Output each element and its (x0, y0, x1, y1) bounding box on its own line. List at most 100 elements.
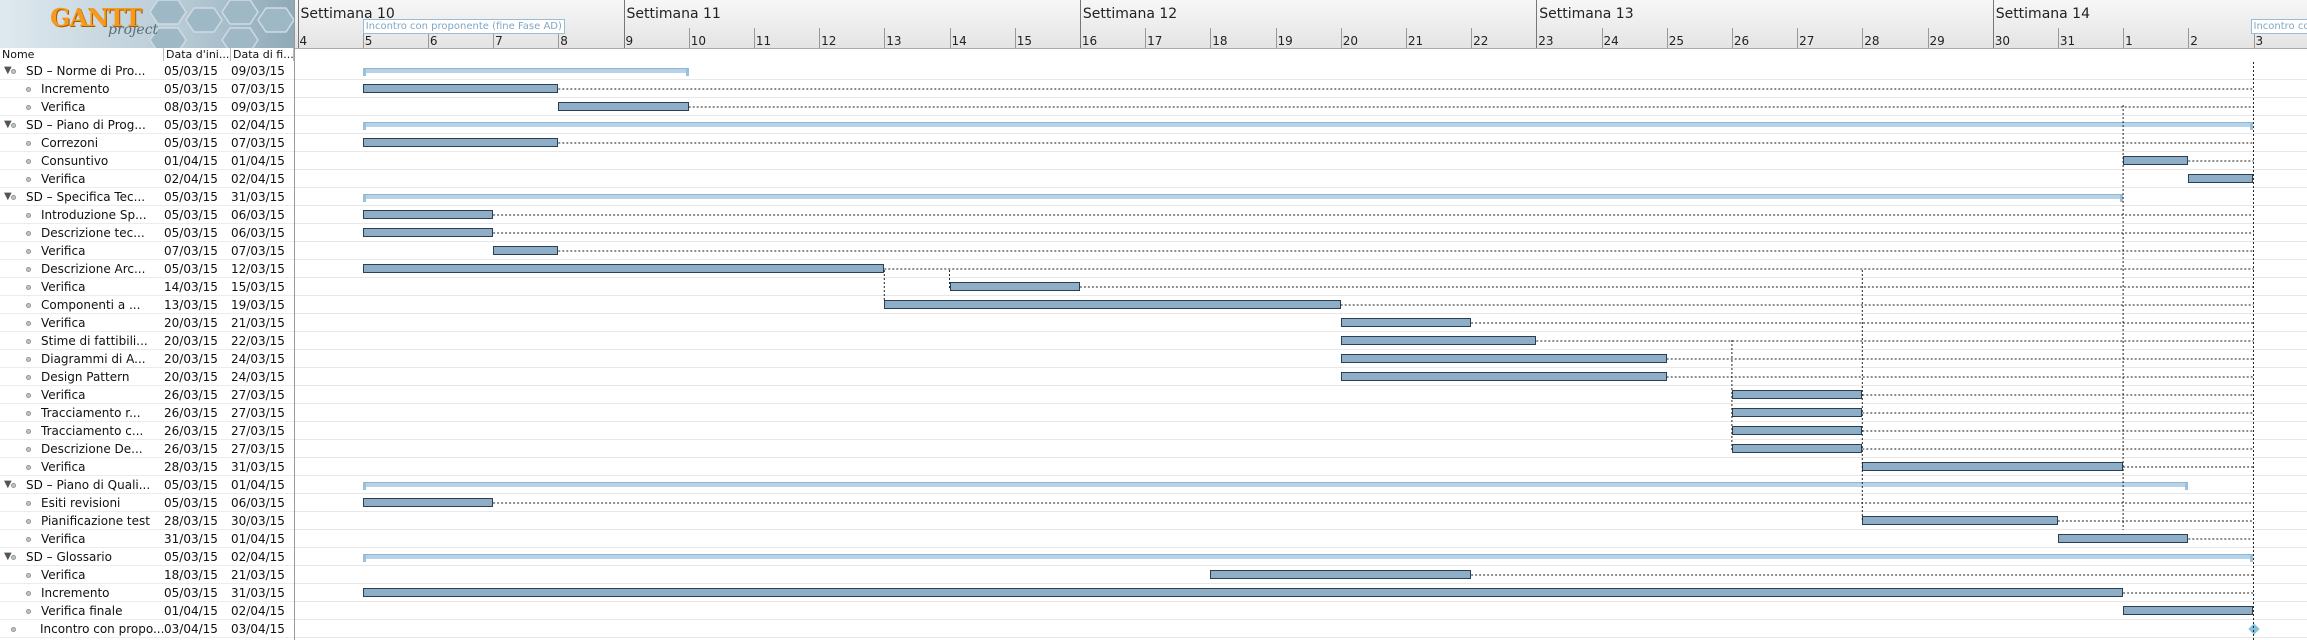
row-gridline (295, 277, 2307, 278)
task-bar[interactable] (1340, 354, 1667, 363)
task-row[interactable]: Pianificazione test 28/03/15 30/03/15 (0, 512, 294, 530)
summary-bar[interactable] (362, 194, 2124, 202)
task-bar[interactable] (362, 84, 559, 93)
task-row[interactable]: Stime di fattibili... 20/03/15 22/03/15 (0, 332, 294, 350)
task-bar[interactable] (2188, 174, 2254, 183)
expand-triangle-icon[interactable]: ▼ (4, 65, 12, 76)
task-start-date: 05/03/15 (164, 190, 218, 204)
task-name: Verifica (41, 280, 86, 294)
task-row[interactable]: Verifica 31/03/15 01/04/15 (0, 530, 294, 548)
summary-bar[interactable] (362, 68, 689, 76)
task-row[interactable]: Verifica 07/03/15 07/03/15 (0, 242, 294, 260)
task-name: Descrizione tec... (41, 226, 145, 240)
task-row[interactable]: Descrizione tec... 05/03/15 06/03/15 (0, 224, 294, 242)
task-group-row[interactable]: ▼ SD – Glossario 05/03/15 02/04/15 (0, 548, 294, 566)
task-bar[interactable] (1340, 336, 1537, 345)
task-bar[interactable] (362, 228, 494, 237)
task-bar[interactable] (949, 282, 1080, 291)
task-group-row[interactable]: ▼ SD – Piano di Quali... 05/03/15 01/04/15 (0, 476, 294, 494)
row-gridline (295, 367, 2307, 368)
task-bar[interactable] (1340, 318, 1472, 327)
week-label: Settimana 10 (300, 6, 395, 22)
summary-bar[interactable] (362, 554, 2254, 562)
task-end-date: 27/03/15 (231, 406, 285, 420)
task-row[interactable]: Incontro con propo... 03/04/15 03/04/15 (0, 620, 294, 638)
task-dot-icon (26, 105, 31, 110)
task-group-row[interactable]: ▼ SD – Specifica Tec... 05/03/15 31/03/15 (0, 188, 294, 206)
task-bar[interactable] (2123, 606, 2254, 615)
task-row[interactable]: Verifica 14/03/15 15/03/15 (0, 278, 294, 296)
task-bar[interactable] (884, 300, 1341, 309)
task-start-date: 05/03/15 (164, 208, 218, 222)
day-label: 16 (1081, 34, 1098, 48)
task-row[interactable]: Consuntivo 01/04/15 01/04/15 (0, 152, 294, 170)
column-header-name[interactable]: Nome (0, 48, 164, 61)
task-end-date: 02/04/15 (231, 118, 285, 132)
task-bar[interactable] (362, 264, 885, 273)
task-row[interactable]: Verifica 28/03/15 31/03/15 (0, 458, 294, 476)
task-row[interactable]: Componenti a ... 13/03/15 19/03/15 (0, 296, 294, 314)
task-row[interactable]: Incremento 05/03/15 07/03/15 (0, 80, 294, 98)
summary-bar[interactable] (362, 482, 2189, 490)
row-gridline (295, 295, 2307, 296)
task-bar[interactable] (2057, 534, 2189, 543)
task-row[interactable]: Verifica 26/03/15 27/03/15 (0, 386, 294, 404)
task-start-date: 26/03/15 (164, 388, 218, 402)
task-bar[interactable] (362, 498, 494, 507)
task-row[interactable]: Verifica 08/03/15 09/03/15 (0, 98, 294, 116)
task-group-row[interactable]: ▼ SD – Norme di Pro... 05/03/15 09/03/15 (0, 62, 294, 80)
task-group-row[interactable]: ▼ SD – Piano di Prog... 05/03/15 02/04/15 (0, 116, 294, 134)
task-bar[interactable] (2123, 156, 2189, 165)
task-name: Descrizione De... (41, 442, 143, 456)
column-header-start[interactable]: Data d'ini... (164, 48, 231, 61)
task-row[interactable]: Descrizione Arc... 05/03/15 12/03/15 (0, 260, 294, 278)
task-start-date: 18/03/15 (164, 568, 218, 582)
task-end-date: 21/03/15 (231, 316, 285, 330)
task-bar[interactable] (362, 138, 559, 147)
task-bar[interactable] (493, 246, 559, 255)
task-start-date: 05/03/15 (164, 64, 218, 78)
task-bar[interactable] (1731, 390, 1863, 399)
expand-triangle-icon[interactable]: ▼ (4, 191, 12, 202)
task-bar[interactable] (1862, 516, 2058, 525)
expand-triangle-icon[interactable]: ▼ (4, 479, 12, 490)
task-row[interactable]: Esiti revisioni 05/03/15 06/03/15 (0, 494, 294, 512)
day-label: 24 (1603, 34, 1619, 48)
task-row[interactable]: Tracciamento r... 26/03/15 27/03/15 (0, 404, 294, 422)
gantt-chart[interactable]: 4 5 6 7 8 9 10 11 12 13 14 15 16 17 18 19 20 21 22 23 24 25 26… (294, 0, 2307, 640)
day-label: 1 (2125, 34, 2133, 48)
task-row[interactable]: Tracciamento c... 26/03/15 27/03/15 (0, 422, 294, 440)
row-gridline (295, 403, 2307, 404)
task-bar[interactable] (362, 588, 2124, 597)
task-row[interactable]: Verifica 18/03/15 21/03/15 (0, 566, 294, 584)
expand-triangle-icon[interactable]: ▼ (4, 551, 12, 562)
task-end-date: 06/03/15 (231, 496, 285, 510)
task-bar[interactable] (362, 210, 494, 219)
task-row[interactable]: Design Pattern 20/03/15 24/03/15 (0, 368, 294, 386)
milestone-label[interactable]: Incontro con (2250, 19, 2307, 34)
task-bar[interactable] (1340, 372, 1667, 381)
task-start-date: 28/03/15 (164, 514, 218, 528)
milestone-label[interactable]: Incontro con proponente (fine Fase AD) (362, 19, 565, 34)
day-tick (1014, 28, 1016, 48)
task-row[interactable]: Incremento 05/03/15 31/03/15 (0, 584, 294, 602)
task-row[interactable]: Correzoni 05/03/15 07/03/15 (0, 134, 294, 152)
task-row[interactable]: Verifica 02/04/15 02/04/15 (0, 170, 294, 188)
task-end-date: 24/03/15 (231, 370, 285, 384)
task-bar[interactable] (558, 102, 689, 111)
task-bar[interactable] (1731, 426, 1863, 435)
day-label: 14 (951, 34, 967, 48)
expand-triangle-icon[interactable]: ▼ (4, 119, 12, 130)
task-row[interactable]: Descrizione De... 26/03/15 27/03/15 (0, 440, 294, 458)
task-row[interactable]: Verifica 20/03/15 21/03/15 (0, 314, 294, 332)
task-row[interactable]: Diagrammi di A... 20/03/15 24/03/15 (0, 350, 294, 368)
task-name: Esiti revisioni (41, 496, 121, 510)
column-header-end[interactable]: Data di fi... (231, 48, 294, 61)
task-row[interactable]: Verifica finale 01/04/15 02/04/15 (0, 602, 294, 620)
summary-bar[interactable] (362, 122, 2254, 130)
task-end-date: 07/03/15 (231, 244, 285, 258)
day-tick (1601, 28, 1603, 48)
task-name: Verifica (41, 460, 86, 474)
task-row[interactable]: Introduzione Sp... 05/03/15 06/03/15 (0, 206, 294, 224)
task-bar[interactable] (1210, 570, 1472, 579)
